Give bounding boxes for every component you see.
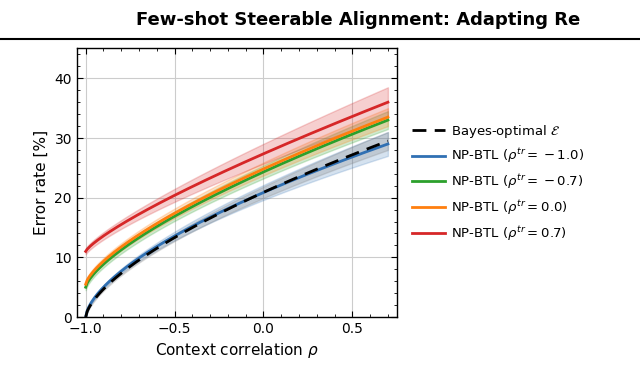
Text: Few-shot Steerable Alignment: Adapting Re: Few-shot Steerable Alignment: Adapting R… xyxy=(136,11,580,29)
Y-axis label: Error rate [%]: Error rate [%] xyxy=(34,130,49,235)
X-axis label: Context correlation $\rho$: Context correlation $\rho$ xyxy=(155,341,319,360)
Legend: Bayes-optimal $\mathcal{E}$, NP-BTL ($\rho^{tr} = -1.0$), NP-BTL ($\rho^{tr} = -: Bayes-optimal $\mathcal{E}$, NP-BTL ($\r… xyxy=(406,117,589,248)
